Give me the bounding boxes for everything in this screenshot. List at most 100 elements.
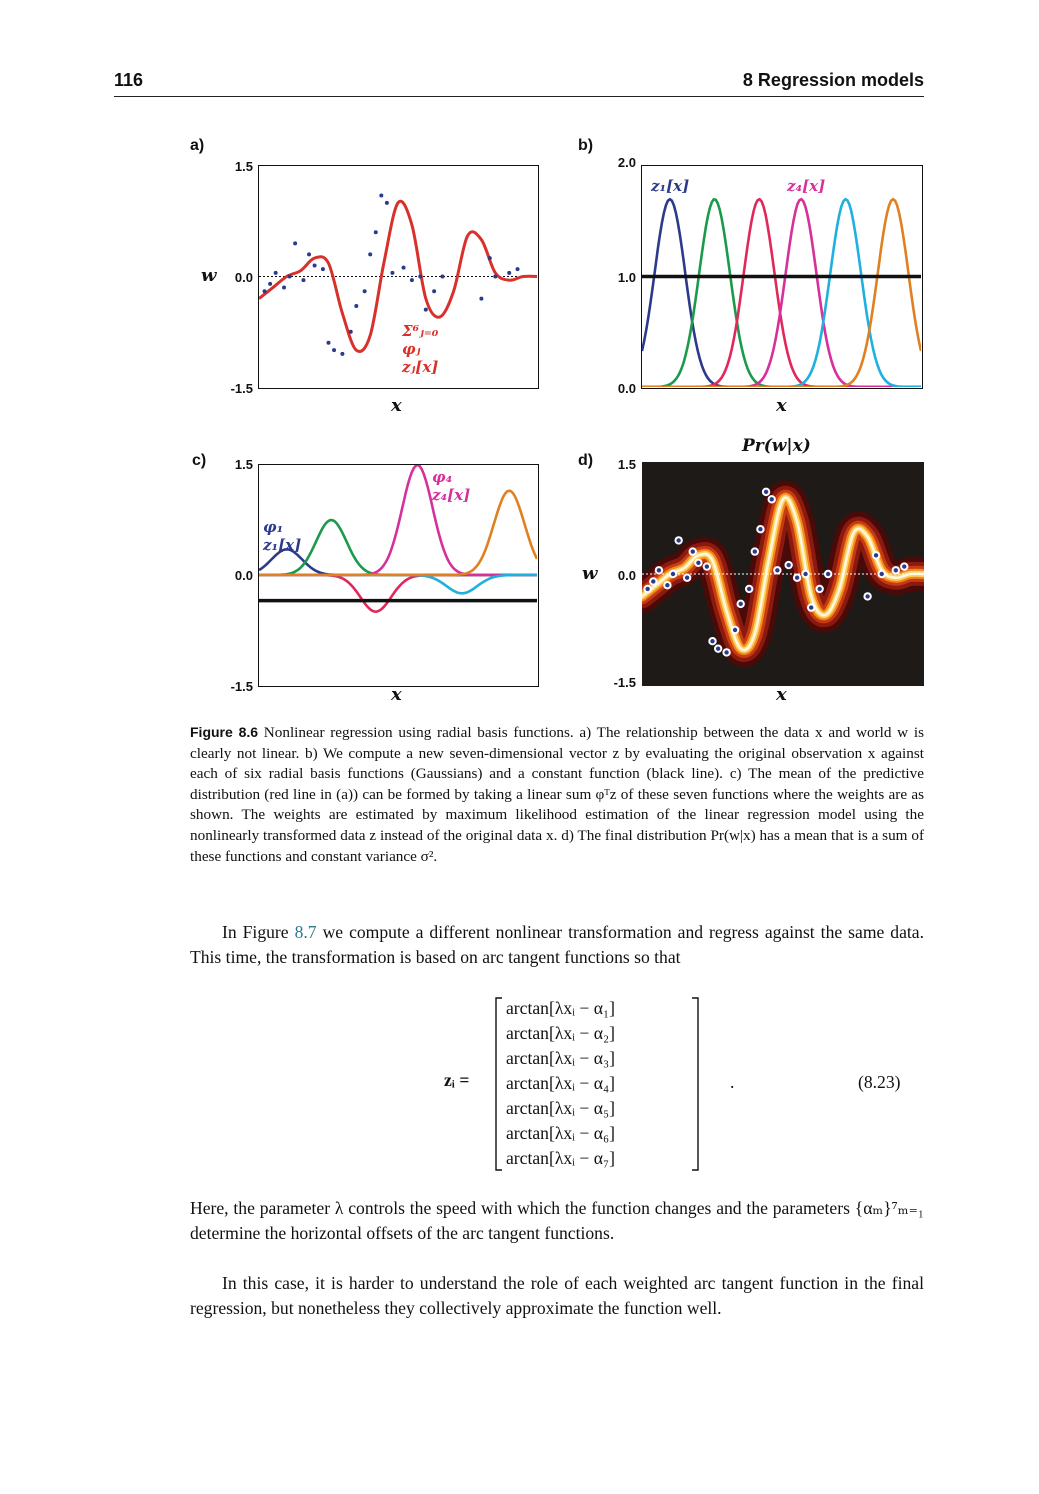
data-point	[307, 252, 312, 257]
data-point	[643, 584, 652, 594]
data-point	[487, 256, 492, 261]
data-point	[823, 569, 833, 579]
data-point	[287, 274, 292, 279]
panel-d-title: Pr(w|x)	[742, 436, 811, 456]
tick-label: 2.0	[617, 155, 636, 170]
caption-label: Figure 8.6	[190, 724, 259, 740]
text: In Figure	[222, 922, 295, 942]
legend-phi4: φ₄ z₄[x]	[432, 468, 471, 504]
data-point	[479, 296, 484, 301]
data-point	[268, 281, 273, 286]
data-point	[273, 270, 278, 275]
legend-z4: z₄[x]	[787, 177, 826, 195]
data-point	[682, 573, 692, 582]
series-line	[259, 573, 537, 595]
figure-ref-link[interactable]: 8.7	[294, 922, 317, 942]
matrix-row: arctan[λxᵢ − α₆]	[506, 1123, 615, 1143]
data-point	[756, 524, 765, 534]
paragraph: In Figure 8.7 we compute a different non…	[190, 920, 924, 970]
matrix-row: arctan[λxᵢ − α₁]	[506, 998, 615, 1018]
x-axis-label: x	[776, 684, 787, 705]
tick-label: 0.0	[617, 381, 636, 396]
data-point	[312, 263, 317, 268]
data-point	[320, 267, 325, 272]
data-point	[730, 625, 740, 635]
data-point	[348, 329, 353, 334]
data-point	[368, 252, 373, 257]
data-point	[792, 573, 802, 582]
tick-label: 0.0	[617, 568, 636, 583]
data-point	[773, 566, 782, 575]
equation-lhs: zᵢ =	[444, 1070, 470, 1090]
legend-phi1: φ₁ z₁[x]	[263, 518, 302, 554]
data-point	[722, 648, 731, 657]
equation-tail: .	[730, 1072, 735, 1092]
equation-number: (8.23)	[858, 1072, 901, 1092]
y-axis-label: w	[201, 265, 217, 286]
tick-label: -1.5	[230, 381, 253, 396]
density-band	[642, 496, 924, 652]
data-point	[702, 562, 712, 571]
x-axis-label: x	[391, 684, 402, 705]
data-point	[384, 200, 389, 205]
figure-caption: Figure 8.6 Nonlinear regression using ra…	[190, 722, 924, 867]
data-point	[784, 560, 793, 570]
panel-d-label: d)	[578, 452, 594, 469]
data-point	[877, 569, 886, 579]
data-point	[807, 603, 816, 612]
data-point	[736, 599, 745, 609]
data-point	[654, 566, 664, 575]
tick-label: 1.0	[617, 270, 636, 285]
mean-annotation: Σ⁶ⱼ₌₀ φⱼ zⱼ[x]	[402, 322, 439, 376]
data-point	[440, 274, 445, 279]
data-point	[332, 348, 337, 353]
panel-b-label: b)	[578, 137, 594, 154]
data-point	[694, 558, 703, 568]
page-number: 116	[114, 70, 144, 90]
data-point	[409, 278, 414, 283]
data-point	[708, 637, 717, 646]
data-point	[418, 274, 423, 279]
data-point	[871, 551, 881, 560]
y-axis-label: w	[582, 563, 598, 584]
tick-label: 1.5	[234, 457, 253, 472]
running-header: 116 8 Regression models	[114, 66, 924, 97]
data-point	[423, 307, 428, 312]
plot-area-d	[642, 462, 924, 686]
data-point	[282, 285, 287, 290]
data-point	[801, 569, 810, 579]
matrix-row: arctan[λxᵢ − α₂]	[506, 1023, 615, 1043]
data-point	[340, 351, 345, 356]
data-point	[688, 547, 697, 556]
data-point	[493, 274, 498, 279]
data-point	[326, 340, 331, 345]
data-point	[301, 278, 306, 283]
data-point	[713, 644, 723, 653]
plot-area-b	[640, 165, 923, 389]
data-point	[900, 562, 909, 571]
matrix-row: arctan[λxᵢ − α₅]	[506, 1098, 615, 1118]
paragraph: Here, the parameter λ controls the speed…	[190, 1198, 924, 1243]
data-point	[373, 230, 378, 235]
series-line	[259, 573, 537, 614]
tick-label: 1.5	[234, 159, 253, 174]
matrix-row: arctan[λxᵢ − α₃]	[506, 1048, 615, 1068]
data-point	[891, 566, 901, 575]
matrix-row: arctan[λxᵢ − α₇]	[506, 1148, 615, 1168]
plot-area-a	[258, 165, 539, 389]
plot-d-svg	[642, 462, 924, 686]
tick-label: -1.5	[613, 675, 636, 690]
data-point	[362, 289, 367, 294]
data-point	[432, 289, 437, 294]
panel-a-label: a)	[190, 137, 205, 154]
chapter-title: 8 Regression models	[742, 70, 924, 90]
data-point	[379, 193, 384, 198]
data-point	[515, 267, 520, 272]
data-point	[293, 241, 298, 246]
plot-c-svg	[258, 463, 539, 614]
data-point	[401, 265, 406, 270]
data-point	[668, 569, 678, 579]
paragraph: In this case, it is harder to understand…	[190, 1273, 924, 1318]
data-point	[390, 270, 395, 275]
plot-area-c	[258, 463, 539, 687]
